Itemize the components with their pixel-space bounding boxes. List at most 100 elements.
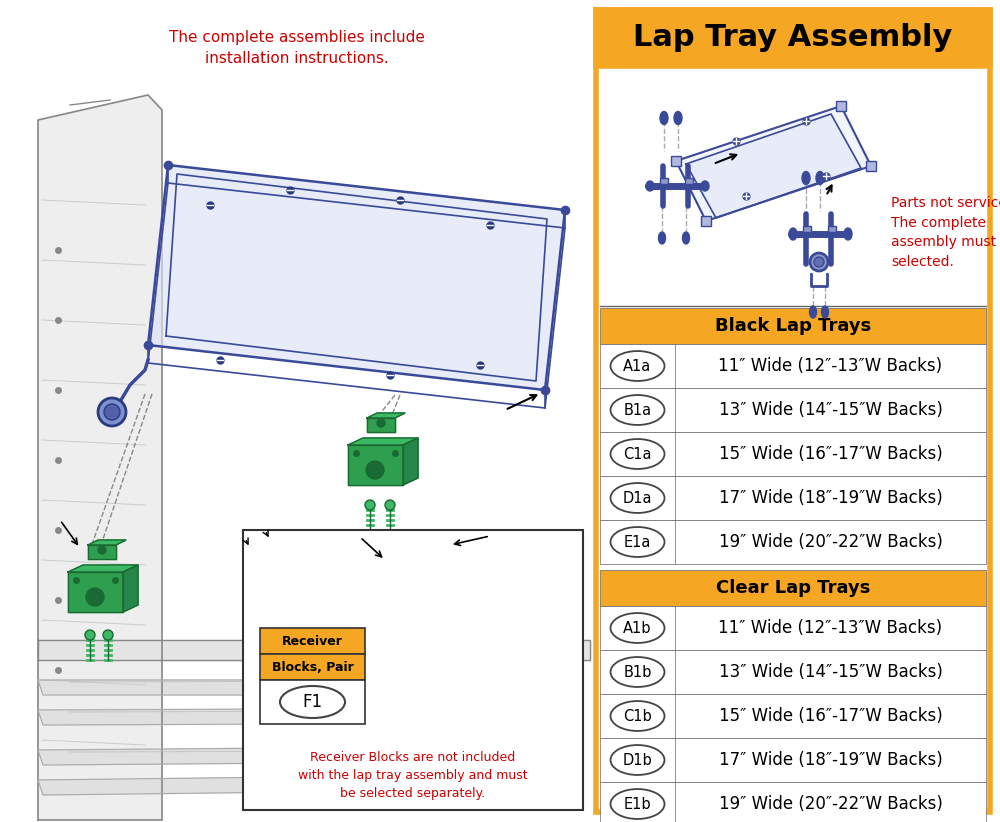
Ellipse shape: [365, 500, 375, 510]
Bar: [260, 654, 365, 680]
Text: B1a: B1a: [623, 403, 652, 418]
Polygon shape: [38, 746, 555, 765]
Text: D1a: D1a: [623, 491, 652, 506]
Bar: [260, 628, 365, 654]
Ellipse shape: [390, 561, 398, 569]
Text: 11″ Wide (12″-13″W Backs): 11″ Wide (12″-13″W Backs): [718, 619, 943, 637]
Ellipse shape: [104, 404, 120, 420]
Text: E1a: E1a: [624, 534, 651, 549]
Ellipse shape: [822, 306, 828, 318]
Ellipse shape: [460, 623, 470, 633]
Bar: [836, 101, 846, 111]
Polygon shape: [38, 95, 162, 820]
Polygon shape: [417, 578, 432, 625]
Text: 15″ Wide (16″-17″W Backs): 15″ Wide (16″-17″W Backs): [719, 445, 942, 463]
Bar: [866, 161, 876, 171]
Ellipse shape: [701, 181, 709, 191]
Ellipse shape: [674, 112, 682, 124]
Polygon shape: [367, 413, 405, 418]
Ellipse shape: [682, 232, 690, 244]
Polygon shape: [38, 640, 590, 660]
Polygon shape: [148, 165, 565, 390]
Bar: [596, 10, 990, 812]
Ellipse shape: [660, 112, 668, 124]
Ellipse shape: [610, 395, 664, 425]
Ellipse shape: [610, 789, 664, 819]
Ellipse shape: [366, 461, 384, 479]
Polygon shape: [38, 680, 555, 695]
Text: 17″ Wide (18″-19″W Backs): 17″ Wide (18″-19″W Backs): [719, 751, 942, 769]
Polygon shape: [445, 540, 483, 545]
Text: A1a: A1a: [623, 358, 652, 373]
Text: Blocks, Pair: Blocks, Pair: [272, 661, 353, 673]
Bar: [671, 156, 681, 166]
Ellipse shape: [103, 630, 113, 640]
Bar: [600, 570, 986, 606]
Ellipse shape: [610, 351, 664, 381]
Polygon shape: [348, 445, 403, 485]
Text: 19″ Wide (20″-22″W Backs): 19″ Wide (20″-22″W Backs): [719, 533, 942, 551]
Ellipse shape: [280, 686, 345, 718]
Ellipse shape: [610, 657, 664, 687]
Bar: [600, 432, 986, 476]
Polygon shape: [38, 774, 555, 795]
Bar: [828, 226, 836, 232]
Ellipse shape: [646, 181, 654, 191]
Ellipse shape: [810, 253, 828, 271]
Ellipse shape: [814, 257, 824, 267]
Ellipse shape: [378, 640, 388, 650]
Ellipse shape: [98, 398, 126, 426]
Ellipse shape: [658, 232, 666, 244]
Bar: [685, 178, 693, 184]
Text: Receiver Blocks are not included
with the lap tray assembly and must
be selected: Receiver Blocks are not included with th…: [298, 751, 528, 800]
Ellipse shape: [610, 745, 664, 775]
Ellipse shape: [610, 527, 664, 557]
Text: F1: F1: [302, 693, 323, 711]
Polygon shape: [428, 561, 498, 568]
Ellipse shape: [380, 601, 398, 619]
Text: B1b: B1b: [623, 664, 652, 680]
Polygon shape: [123, 565, 138, 612]
Polygon shape: [68, 565, 138, 572]
Ellipse shape: [395, 640, 405, 650]
Polygon shape: [362, 578, 432, 585]
Bar: [600, 344, 986, 388]
Text: D1b: D1b: [623, 752, 652, 768]
Polygon shape: [348, 438, 418, 445]
Polygon shape: [445, 545, 473, 559]
Text: Clear Lap Trays: Clear Lap Trays: [716, 579, 870, 597]
Ellipse shape: [385, 500, 395, 510]
Polygon shape: [367, 418, 395, 432]
Ellipse shape: [610, 613, 664, 643]
Ellipse shape: [816, 172, 824, 184]
Ellipse shape: [86, 588, 104, 606]
Ellipse shape: [443, 623, 453, 633]
Text: The complete assemblies include
installation instructions.: The complete assemblies include installa…: [169, 30, 425, 66]
Polygon shape: [676, 106, 871, 221]
Ellipse shape: [610, 701, 664, 731]
Polygon shape: [362, 585, 417, 625]
Bar: [600, 476, 986, 520]
Text: 19″ Wide (20″-22″W Backs): 19″ Wide (20″-22″W Backs): [719, 795, 942, 813]
Bar: [600, 694, 986, 738]
Bar: [260, 680, 365, 724]
Ellipse shape: [455, 546, 463, 554]
Text: Lap Tray Assembly: Lap Tray Assembly: [633, 24, 953, 53]
Polygon shape: [380, 555, 418, 560]
Text: C1b: C1b: [623, 709, 652, 723]
Polygon shape: [428, 568, 483, 608]
Bar: [600, 520, 986, 564]
Polygon shape: [88, 545, 116, 559]
Polygon shape: [38, 708, 555, 725]
Text: 13″ Wide (14″-15″W Backs): 13″ Wide (14″-15″W Backs): [719, 663, 942, 681]
Polygon shape: [68, 572, 123, 612]
Bar: [660, 178, 668, 184]
Text: 13″ Wide (14″-15″W Backs): 13″ Wide (14″-15″W Backs): [719, 401, 942, 419]
Ellipse shape: [802, 172, 810, 184]
Ellipse shape: [610, 483, 664, 513]
Bar: [600, 782, 986, 822]
Text: Receiver: Receiver: [282, 635, 343, 648]
Polygon shape: [403, 438, 418, 485]
Ellipse shape: [377, 419, 385, 427]
Bar: [701, 216, 711, 226]
